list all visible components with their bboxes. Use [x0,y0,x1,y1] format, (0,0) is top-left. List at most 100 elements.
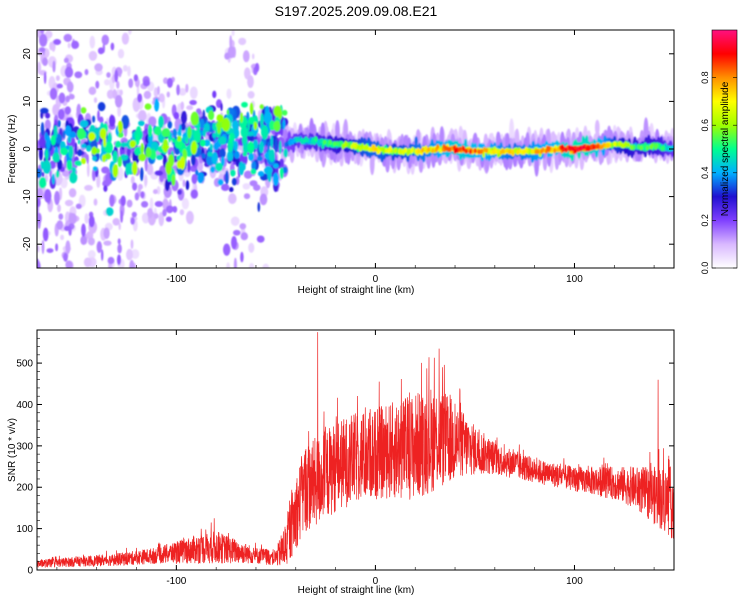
spectrogram-cell [57,204,61,213]
spectrogram-cell [560,144,564,150]
spectrogram-cell [436,143,440,150]
spectrogram-cell [303,138,307,144]
spectrogram-cell [384,148,388,154]
spectrogram-cell [580,145,584,151]
spectrogram-cell [258,141,265,153]
spectrogram-cell [229,35,233,50]
spectrogram-cell [97,110,100,122]
spectrogram-cell [207,151,213,157]
spectrogram-cell [74,142,78,155]
spectrogram-cell [37,197,41,208]
spectrogram-cell [267,169,272,183]
spectrogram-cell [41,161,50,170]
spectrogram-cell [212,90,217,99]
spectrogram-cell [229,187,234,193]
spectrogram-cell [65,240,71,255]
spectrogram-cell [117,238,121,245]
spectrogram-cell [67,42,71,49]
spectrogram-cell [264,157,268,166]
spectrogram-cell [146,163,154,176]
spectrogram-cell [106,89,115,99]
spectrogram-cell [242,151,248,157]
spectrogram-cell [153,126,162,136]
spectrogram-cell [88,215,95,228]
spectrogram-cell [238,37,247,46]
spectrogram-cell [202,127,207,138]
spectrogram-cell [199,139,206,147]
spectrogram-cell [108,114,116,127]
spectrogram-cell [333,141,337,147]
spectrogram-cell [104,141,113,154]
spectrogram-cell [93,198,98,206]
spectrogram-cell [119,89,123,96]
snr-y-ticks: 0 100 200 300 400 500 [16,337,674,577]
spectrogram-cell [397,149,401,155]
spectrogram-cell [250,168,257,175]
spectrogram-cell [176,84,180,96]
spectrogram-cell [226,109,230,115]
spectrogram-cell [131,211,137,218]
y-tick-label: 100 [16,524,33,535]
spectrogram-cell [279,167,284,180]
spectrogram-cell [94,63,103,72]
spectrogram-cell [362,145,366,151]
spectrogram-cell [536,149,540,155]
spectrogram-cell [247,91,255,99]
spectrogram-cell [576,146,580,152]
spectrogram-y-label: Frequency (Hz) [7,115,18,184]
spectrogram-cell [448,146,452,153]
spectrogram-cell [117,243,122,254]
spectrogram-cell [404,147,408,153]
spectrogram-cell [219,147,226,159]
spectrogram-cell [68,212,77,225]
spectrogram-cell [195,169,199,176]
spectrogram-cell [92,166,98,172]
spectrogram-cell [140,142,145,154]
spectrogram-cell [649,144,653,150]
spectrogram-cell [482,152,486,158]
y-tick-label: 300 [16,441,33,452]
spectrogram-cell [229,132,233,144]
spectrogram-cell [218,136,227,145]
spectrogram-cell [571,145,575,152]
y-tick-label: 10 [22,95,33,107]
spectrogram-cell [243,193,251,200]
spectrogram-cell [171,137,176,143]
colorbar-tick-label: 0.8 [700,71,710,84]
spectrogram-cell [180,123,186,131]
spectrogram-cell [259,193,268,206]
spectrogram-cell [314,136,318,142]
spectrogram-cell [144,128,149,135]
spectrogram-cell [64,125,72,137]
spectrogram-cell [187,126,192,139]
spectrogram-cell [371,144,375,150]
spectrogram-cell [86,154,89,165]
spectrogram-cell [241,101,248,108]
spectrogram-cell [410,148,414,154]
spectrogram-cell [228,193,237,205]
spectrogram-cell [63,33,73,42]
spectrogram-cell [233,150,241,159]
spectrogram-cell [143,90,152,100]
spectrogram-cell [242,183,251,190]
spectrogram-cell [491,149,496,155]
spectrogram-cell [91,168,96,182]
colorbar-tick-label: 0.0 [700,262,710,275]
spectrogram-cell [106,72,111,78]
spectrogram-cell [154,98,160,112]
spectrogram-cell [126,248,133,261]
spectrogram-x-ticks: -100 0 100 [56,30,655,285]
spectrogram-cell [197,161,204,172]
spectrogram-cell [191,173,198,185]
spectrogram-cell [81,157,87,165]
spectrogram-cell [102,135,107,148]
spectrogram-cell [380,153,384,163]
spectrogram-cell [272,163,279,169]
spectrogram-cell [185,83,189,93]
spectrogram-cell [480,148,484,155]
spectrogram-cell [295,137,299,143]
spectrogram-cell [639,145,643,151]
spectrogram-cell [145,146,152,158]
spectrogram-cell [305,137,309,143]
spectrogram-cell [211,151,218,165]
